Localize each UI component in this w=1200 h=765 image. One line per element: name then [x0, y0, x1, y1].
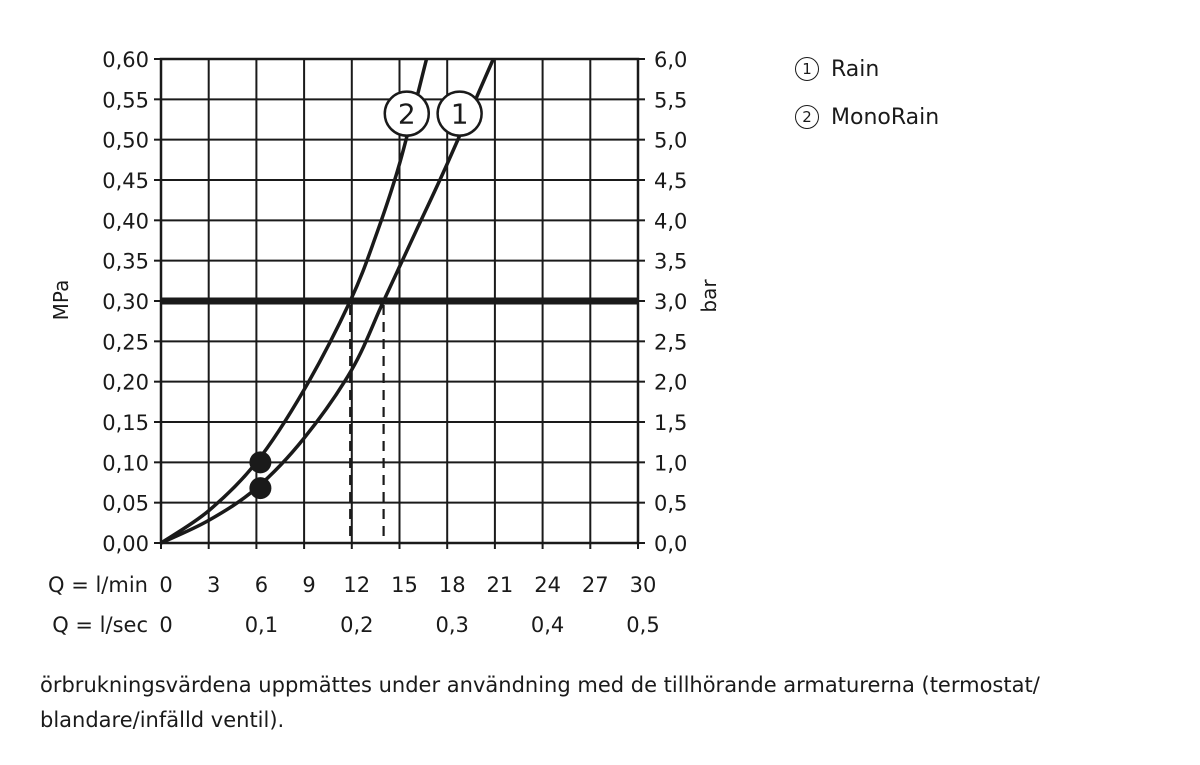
x-tick-label: 0,1: [245, 613, 278, 637]
y-tick-label-left: 0,50: [102, 129, 149, 153]
y-tick-label-right: 4,0: [654, 209, 687, 233]
y-tick-label-left: 0,10: [102, 451, 149, 475]
x-tick-label: 3: [207, 573, 220, 597]
y-tick-label-right: 4,5: [654, 169, 687, 193]
tick-labels: 0,00 0,00,05 0,50,10 1,00,15 1,50,20 2,00,25 2…: [48, 48, 687, 637]
y-tick-label-right: 5,5: [654, 88, 687, 112]
x-tick-label: 0: [159, 573, 172, 597]
data-point-monorain: [249, 451, 272, 474]
y-tick-label-right: 2,0: [654, 371, 687, 395]
legend: 1 Rain: [795, 57, 879, 83]
x-tick-label: 9: [302, 573, 315, 597]
x-tick-label: 18: [439, 573, 466, 597]
curve-label-circle: [383, 90, 431, 137]
y-tick-label-left: 0,55: [102, 88, 149, 112]
y-tick-label-left: 0,60: [102, 48, 149, 72]
y-tick-label-right: 1,0: [654, 451, 687, 475]
x-tick-label: 27: [582, 573, 609, 597]
y-tick-label-right: 6,0: [654, 48, 687, 72]
x-tick-label: 6: [255, 573, 268, 597]
y-axis-title-right: bar: [697, 279, 721, 313]
y-axis-title-left: MPa: [49, 280, 73, 321]
y-tick-label-left: 0,00: [102, 532, 149, 556]
legend-label: Rain: [831, 57, 880, 82]
x-tick-label: 24: [534, 573, 561, 597]
x-tick-label: 30: [630, 573, 657, 597]
x-tick-label: 0,3: [435, 613, 468, 637]
y-tick-label-right: 3,5: [654, 250, 687, 274]
x-tick-label: 0,2: [340, 613, 373, 637]
y-tick-label-left: 0,35: [102, 250, 149, 274]
series-curve-rain: [160, 58, 495, 545]
legend-2: 2 MonoRain: [795, 105, 939, 131]
curve-label-circle: [436, 90, 483, 137]
x-axis-row-label: Q = l/sec: [52, 613, 148, 637]
y-tick-label-right: 2,5: [654, 330, 687, 354]
x-axis-row-label: Q = l/min: [48, 573, 148, 597]
x-tick-label: 15: [391, 573, 418, 597]
y-tick-label-left: 0,45: [102, 169, 149, 193]
legend-item-rain: 1 Rain: [795, 57, 879, 83]
footnote: örbrukningsvärdena uppmättes under använ…: [40, 673, 1040, 732]
x-tick-label: 21: [487, 573, 514, 597]
x-tick-label: 12: [343, 573, 370, 597]
y-tick-label-right: 0,0: [654, 532, 687, 556]
legend-label: MonoRain: [831, 105, 940, 130]
series-curve-monorain: [160, 58, 429, 545]
y-tick-label-right: 3,0: [654, 290, 687, 314]
legend-item-monorain: 2 MonoRain: [795, 105, 939, 131]
x-tick-label: 0: [159, 613, 172, 637]
y-tick-label-left: 0,15: [102, 411, 149, 435]
pressure-flow-chart: 12 0,00 0,00,05 0,50,10 1,00,15 1,50,20 2,00,…: [48, 48, 721, 637]
curve-label-number: 1: [451, 98, 469, 131]
y-tick-label-left: 0,30: [102, 290, 149, 314]
y-tick-label-right: 0,5: [654, 492, 687, 516]
legend-symbol: 1: [795, 57, 819, 81]
y-tick-label-right: 1,5: [654, 411, 687, 435]
series-layer: 12: [160, 58, 495, 545]
y-tick-label-left: 0,05: [102, 492, 149, 516]
y-tick-label-left: 0,25: [102, 330, 149, 354]
y-tick-label-left: 0,40: [102, 209, 149, 233]
y-tick-label-right: 5,0: [654, 129, 687, 153]
x-tick-label: 0,4: [531, 613, 564, 637]
y-tick-label-left: 0,20: [102, 371, 149, 395]
x-tick-label: 0,5: [626, 613, 659, 637]
data-point-rain: [249, 477, 272, 500]
curve-label-number: 2: [398, 98, 416, 131]
legend-symbol: 2: [795, 105, 819, 129]
